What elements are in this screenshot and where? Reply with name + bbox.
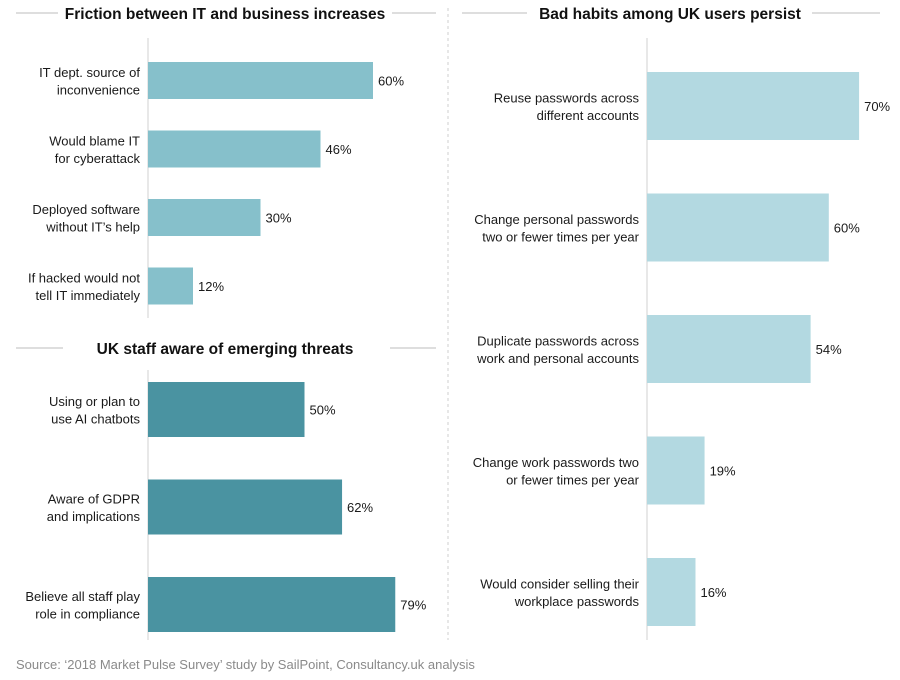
- bar: [148, 199, 261, 236]
- bar: [647, 193, 829, 262]
- category-label: Aware of GDPR: [48, 491, 140, 506]
- data-label: 54%: [816, 342, 842, 357]
- bar: [647, 72, 860, 140]
- category-label: Duplicate passwords across: [477, 333, 639, 348]
- category-label: or fewer times per year: [506, 472, 640, 487]
- category-label: If hacked would not: [28, 270, 140, 285]
- category-label: Change work passwords two: [473, 455, 639, 470]
- category-label: Reuse passwords across: [494, 90, 640, 105]
- bar: [148, 479, 343, 535]
- category-label: Would blame IT: [49, 133, 140, 148]
- bar: [647, 315, 811, 383]
- category-label: for cyberattack: [55, 151, 141, 166]
- category-label: Using or plan to: [49, 394, 140, 409]
- bar: [148, 382, 305, 437]
- category-label: role in compliance: [35, 606, 140, 621]
- chart-title: Bad habits among UK users persist: [539, 6, 801, 23]
- chart-title: UK staff aware of emerging threats: [97, 341, 354, 358]
- bar: [148, 267, 193, 305]
- chart-panel-2: UK staff aware of emerging threats 50% Usi…: [16, 341, 436, 640]
- data-label: 62%: [347, 500, 373, 515]
- data-label: 12%: [198, 279, 224, 294]
- bar: [148, 130, 321, 168]
- data-label: 50%: [310, 403, 336, 418]
- data-label: 16%: [700, 585, 726, 600]
- source-note: Source: ‘2018 Market Pulse Survey’ study…: [16, 657, 475, 672]
- data-label: 60%: [378, 74, 404, 89]
- category-label: Deployed software: [32, 202, 140, 217]
- category-label: inconvenience: [57, 82, 140, 97]
- data-label: 46%: [326, 142, 352, 157]
- data-label: 70%: [864, 99, 890, 114]
- data-label: 30%: [266, 211, 292, 226]
- category-label: tell IT immediately: [35, 288, 140, 303]
- data-label: 60%: [834, 221, 860, 236]
- chart-title: Friction between IT and business increas…: [65, 6, 385, 23]
- bar: [148, 62, 373, 99]
- category-label: and implications: [47, 509, 141, 524]
- category-label: IT dept. source of: [39, 65, 140, 80]
- category-label: two or fewer times per year: [482, 229, 639, 244]
- category-label: use AI chatbots: [51, 411, 140, 426]
- bar: [647, 558, 696, 626]
- data-label: 19%: [710, 464, 736, 479]
- category-label: work and personal accounts: [476, 351, 639, 366]
- category-label: without IT’s help: [45, 219, 140, 234]
- category-label: workplace passwords: [514, 594, 640, 609]
- category-label: Would consider selling their: [480, 576, 639, 591]
- chart-panel-1: Friction between IT and business increas…: [16, 6, 436, 318]
- data-label: 79%: [400, 598, 426, 613]
- category-label: Change personal passwords: [474, 212, 639, 227]
- category-label: different accounts: [537, 108, 640, 123]
- bar: [647, 436, 705, 505]
- bar: [148, 577, 396, 632]
- chart-panel-3: Bad habits among UK users persist 70% Reus…: [462, 6, 891, 640]
- category-label: Believe all staff play: [25, 589, 140, 604]
